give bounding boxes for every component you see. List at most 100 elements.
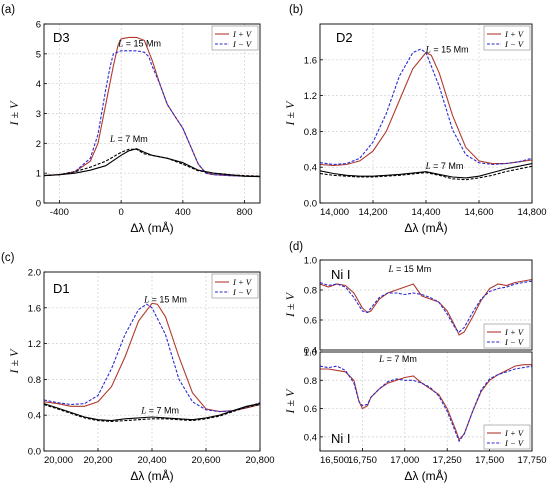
series-line-2: [44, 303, 260, 413]
y-axis-label: I ± V: [283, 388, 297, 415]
y-axis-label: I ± V: [7, 100, 21, 127]
x-tick-label: 20,600: [191, 455, 220, 466]
x-axis-label: Δλ (mÅ): [404, 468, 447, 483]
y-tick-label: 0.8: [304, 376, 317, 387]
panel-label: (b): [289, 4, 303, 16]
plot-frame: [319, 351, 533, 452]
x-tick-label: 0: [118, 207, 123, 218]
x-tick-label: -400: [50, 207, 69, 218]
series-line-4: [320, 165, 532, 181]
legend-label: I + V: [504, 428, 525, 438]
y-tick-label: 2.0: [28, 268, 41, 279]
y-tick-label: 0.8: [28, 375, 41, 386]
legend-label: I − V: [504, 337, 525, 347]
y-tick-label: 5: [36, 49, 41, 60]
series-line-1: [44, 302, 260, 413]
series-line-3: [44, 148, 260, 178]
legend-box: [483, 25, 531, 51]
series-line-2: [44, 50, 260, 177]
chart-panel-4: 0.4 0.6 0.8 1.0 I ± V (d) Ni I L = 15 Mm I + VI …: [283, 241, 533, 357]
y-tick-label: 0.6: [304, 316, 317, 327]
x-tick-label: 16,500: [320, 455, 349, 466]
legend-label: I + V: [504, 327, 525, 337]
x-tick-label: 17,500: [475, 455, 504, 466]
y-tick-label: 0.4: [304, 432, 317, 443]
curve-annotation: L = 7 Mm: [378, 354, 417, 364]
panel-title: D1: [53, 281, 70, 296]
legend-box: [483, 323, 531, 349]
series-line-2: [320, 48, 532, 166]
panel-label: (d): [289, 241, 303, 253]
legend-label: I + V: [232, 29, 253, 39]
panel-label: (a): [1, 4, 15, 16]
legend-label: I − V: [232, 287, 253, 297]
curve-annotation: L = 7 Mm: [425, 161, 464, 171]
x-tick-label: 20,800: [245, 455, 274, 466]
y-tick-label: 0.6: [304, 404, 317, 415]
y-tick-label: 2: [36, 139, 41, 150]
series-line-4: [44, 403, 260, 423]
y-tick-label: 1.6: [28, 303, 41, 314]
y-tick-label: 0.8: [304, 127, 317, 138]
curve-annotation: L = 15 Mm: [425, 45, 469, 55]
curve-annotation: L = 15 Mm: [387, 264, 431, 274]
legend: I + VI − V: [483, 25, 531, 51]
x-tick-label: 14,400: [411, 207, 440, 218]
y-tick-label: 1: [36, 169, 41, 180]
y-tick-label: 0.4: [304, 346, 317, 357]
x-tick-label: 16,750: [348, 455, 377, 466]
series-line-2: [320, 280, 532, 333]
y-tick-label: 1.2: [28, 339, 41, 350]
y-tick-label: 1.2: [304, 91, 317, 102]
curve-annotation: L = 15 Mm: [143, 294, 187, 304]
panel-title: Ni I: [331, 431, 351, 446]
x-axis-label: Δλ (mÅ): [404, 220, 447, 235]
y-tick-label: 0: [36, 199, 41, 210]
legend: I + VI − V: [211, 25, 259, 51]
y-axis-label: I ± V: [283, 100, 297, 127]
y-tick-label: 1.0: [304, 348, 317, 359]
series-line-3: [44, 403, 260, 422]
x-axis-label: Δλ (mÅ): [130, 220, 173, 235]
y-tick-label: 1.6: [304, 55, 317, 66]
panel-title: Ni I: [331, 267, 351, 282]
x-tick-label: 20,400: [137, 455, 166, 466]
panel-title: D3: [53, 30, 70, 45]
x-tick-label: 800: [237, 207, 253, 218]
y-tick-label: 0.0: [28, 447, 41, 458]
curve-annotation: L = 7 Mm: [109, 134, 148, 144]
panel-title: D2: [336, 30, 353, 45]
chart-panel-3: 0.0 0.4 0.8 1.2 1.6 2.0 20,000 20,200 20,400 20,6…: [1, 252, 275, 483]
legend-label: I + V: [232, 277, 253, 287]
y-tick-label: 1.0: [304, 256, 317, 267]
curve-annotation: L = 7 Mm: [140, 405, 179, 415]
legend: I + VI − V: [483, 323, 531, 349]
legend-box: [483, 424, 531, 450]
chart-panel-1: 0 1 2 3 4 5 6 -400 0 400 800 Δλ (mÅ) I ± V (a) D3 L = 1…: [1, 4, 261, 235]
y-axis-label: I ± V: [283, 291, 297, 318]
x-tick-label: 20,000: [44, 455, 73, 466]
y-tick-label: 6: [36, 20, 41, 31]
legend: I + VI − V: [483, 424, 531, 450]
legend-label: I + V: [504, 29, 525, 39]
series-line-4: [44, 148, 260, 177]
series-line-3: [320, 163, 532, 179]
y-tick-label: 0.0: [304, 199, 317, 210]
x-tick-label: 17,250: [433, 455, 462, 466]
y-tick-label: 3: [36, 109, 41, 120]
x-tick-label: 17,000: [390, 455, 419, 466]
legend-label: I − V: [504, 438, 525, 448]
y-tick-label: 0.4: [304, 163, 317, 174]
x-tick-label: 17,750: [517, 455, 546, 466]
panel-label: (c): [1, 252, 15, 264]
y-axis-label: I ± V: [7, 348, 21, 375]
x-tick-label: 400: [175, 207, 191, 218]
legend-box: [211, 25, 259, 51]
legend-label: I − V: [232, 39, 253, 49]
y-tick-label: 0.8: [304, 286, 317, 297]
curve-annotation: L = 15 Mm: [117, 38, 161, 48]
x-tick-label: 14,800: [517, 207, 546, 218]
legend-box: [211, 273, 259, 299]
